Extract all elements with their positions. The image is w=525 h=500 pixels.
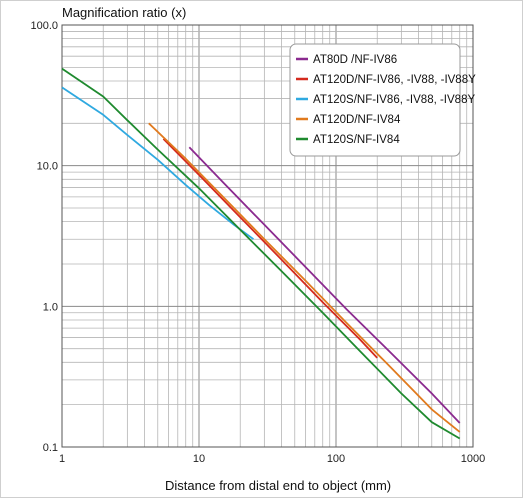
y-axis-title: Magnification ratio (x) bbox=[62, 5, 186, 20]
series-line bbox=[162, 138, 378, 359]
series-line bbox=[61, 67, 461, 440]
x-tick-label: 100 bbox=[327, 453, 345, 465]
series-line bbox=[188, 146, 461, 424]
series-line bbox=[148, 122, 461, 433]
y-tick-label: 100.0 bbox=[30, 20, 58, 32]
legend-label: AT120D/NF-IV86, -IV88, -IV88Y bbox=[313, 74, 476, 86]
series-lines bbox=[61, 67, 461, 440]
tick-labels: 1 10 100 1000 0.1 1.0 10.0 100.0 bbox=[30, 20, 485, 465]
plot-border bbox=[61, 24, 474, 448]
x-tick-label: 1000 bbox=[461, 453, 485, 465]
legend-label: AT120S/NF-IV86, -IV88, -IV88Y bbox=[313, 94, 475, 106]
legend-label: AT80D /NF-IV86 bbox=[313, 54, 397, 66]
legend-box bbox=[289, 43, 461, 157]
plot-area-border bbox=[61, 24, 474, 448]
y-tick-label: 10.0 bbox=[37, 161, 58, 173]
y-tick-label: 0.1 bbox=[43, 442, 58, 454]
legend-label: AT120D/NF-IV84 bbox=[313, 114, 401, 126]
y-tick-label: 1.0 bbox=[43, 301, 58, 313]
x-tick-label: 10 bbox=[193, 453, 205, 465]
x-axis-title: Distance from distal end to object (mm) bbox=[165, 478, 391, 493]
legend-label: AT120S/NF-IV84 bbox=[313, 134, 400, 146]
series-line bbox=[61, 86, 255, 240]
x-tick-label: 1 bbox=[59, 453, 65, 465]
legend: AT80D /NF-IV86 AT120D/NF-IV86, -IV88, -IV… bbox=[289, 43, 476, 157]
